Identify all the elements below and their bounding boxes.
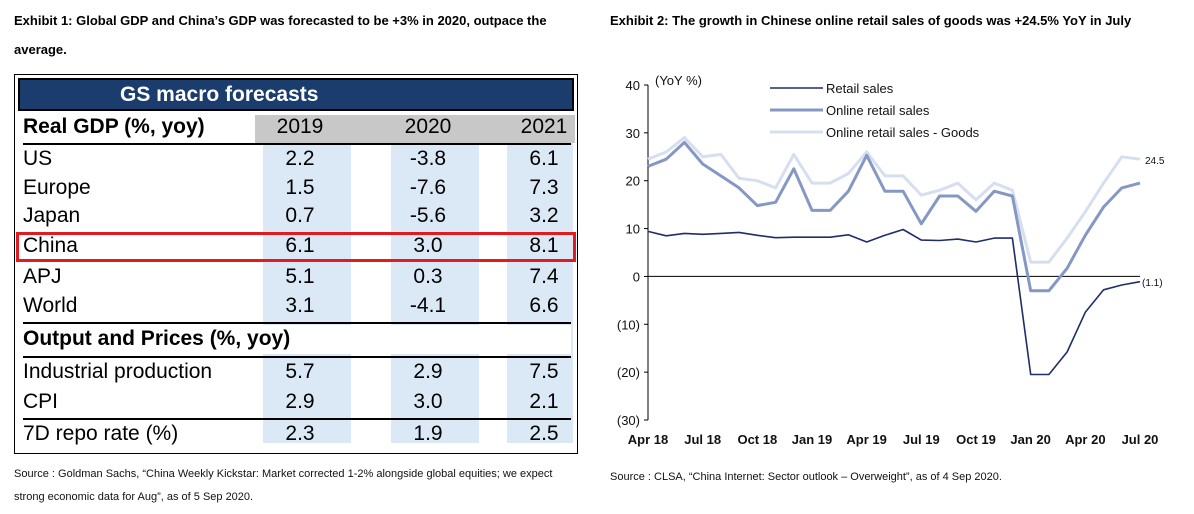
table-row: CPI 2.9 3.0 2.1 — [23, 388, 571, 417]
section-header-row: Output and Prices (%, yoy) — [23, 325, 571, 354]
cell-value: 1.5 — [285, 176, 315, 199]
cell-value: 5.7 — [285, 360, 315, 383]
section-header-output-prices: Output and Prices (%, yoy) — [23, 327, 291, 350]
row-label: Japan — [23, 204, 81, 227]
cell-value: -7.6 — [409, 176, 447, 199]
legend-label: Online retail sales - Goods — [826, 125, 980, 140]
exhibit-2-source: Source : CLSA, “China Internet: Sector o… — [610, 471, 1002, 483]
divider — [23, 322, 571, 324]
exhibit-1-title: Exhibit 1: Global GDP and China’s GDP wa… — [14, 13, 547, 57]
table-row: APJ 5.1 0.3 7.4 — [23, 263, 571, 292]
legend-label: Online retail sales — [826, 103, 930, 118]
exhibit-1-source: Source : Goldman Sachs, “China Weekly Ki… — [14, 468, 553, 503]
cell-value: 7.3 — [529, 176, 559, 199]
table-row: Europe 1.5 -7.6 7.3 — [23, 174, 571, 203]
table-row: Industrial production 5.7 2.9 7.5 — [23, 358, 571, 387]
cell-value: 7.4 — [529, 265, 559, 288]
cell-value: 6.1 — [285, 234, 315, 257]
table-row-china: China 6.1 3.0 8.1 — [23, 232, 571, 261]
cell-value: -3.8 — [409, 147, 447, 170]
cell-value: 2.9 — [285, 390, 315, 413]
cell-value: -5.6 — [409, 204, 447, 227]
cell-value: 2.2 — [285, 147, 315, 170]
cell-value: 8.1 — [529, 234, 559, 257]
chart-series — [647, 136, 1141, 376]
x-tick-label: Jul 20 — [1122, 432, 1159, 447]
cell-value: 3.2 — [529, 204, 559, 227]
x-tick-label: Jul 19 — [903, 432, 940, 447]
cell-value: 2.5 — [529, 422, 559, 445]
row-label: Industrial production — [23, 360, 213, 383]
china-highlight-box — [16, 232, 576, 262]
series-line — [647, 136, 1141, 264]
table-row: Japan 0.7 -5.6 3.2 — [23, 202, 571, 231]
row-label: World — [23, 294, 78, 317]
y-tick-label: (10) — [617, 317, 640, 332]
x-tick-label: Oct 18 — [737, 432, 777, 447]
cell-value: 2.1 — [529, 390, 559, 413]
cell-value: 6.6 — [529, 294, 559, 317]
row-label: US — [23, 147, 53, 170]
table-row: US 2.2 -3.8 6.1 — [23, 145, 571, 174]
chart-legend: Retail sales Online retail sales Online re… — [770, 81, 980, 140]
y-tick-label: (30) — [617, 413, 640, 428]
end-label-goods: 24.5 — [1145, 156, 1165, 167]
x-tick-label: Oct 19 — [956, 432, 996, 447]
legend-label: Retail sales — [826, 81, 894, 96]
row-label: Europe — [23, 176, 91, 199]
end-label-retail: (1.1) — [1142, 278, 1163, 289]
table-header-row: Real GDP (%, yoy) 2019 2020 2021 — [23, 113, 571, 142]
row-label: CPI — [23, 390, 59, 413]
divider — [23, 418, 571, 420]
table-row: World 3.1 -4.1 6.6 — [23, 292, 571, 321]
column-bg-2020 — [391, 143, 479, 443]
exhibit-2-title: Exhibit 2: The growth in Chinese online … — [610, 13, 1132, 28]
gs-macro-forecasts-table: GS macro forecasts Real GDP (%, yoy) 201… — [14, 74, 578, 454]
cell-value: 2.9 — [413, 360, 443, 383]
divider — [23, 143, 571, 145]
cell-value: 5.1 — [285, 265, 315, 288]
table-banner: GS macro forecasts — [18, 78, 574, 111]
column-bg-2019 — [263, 143, 351, 443]
x-tick-label: Jan 20 — [1010, 432, 1050, 447]
y-tick-label: 40 — [626, 78, 640, 93]
table-row: 7D repo rate (%) 2.3 1.9 2.5 — [23, 420, 571, 449]
cell-value: 0.3 — [413, 265, 443, 288]
y-tick-label: 30 — [626, 126, 640, 141]
cell-value: 3.0 — [413, 234, 443, 257]
year-header: 2020 — [404, 115, 452, 138]
chart-axes: 40 30 20 10 0 (10) (20) (30) Apr 18 Jul 18 Oct 18 J… — [617, 78, 1159, 447]
cell-value: 7.5 — [529, 360, 559, 383]
cell-value: 6.1 — [529, 147, 559, 170]
cell-value: 3.0 — [413, 390, 443, 413]
series-line — [647, 140, 1141, 293]
row-label: 7D repo rate (%) — [23, 422, 179, 445]
divider — [23, 356, 571, 358]
section-header-real-gdp: Real GDP (%, yoy) — [23, 115, 205, 138]
cell-value: 1.9 — [413, 422, 443, 445]
y-tick-label: (20) — [617, 365, 640, 380]
table-banner-title: GS macro forecasts — [120, 83, 319, 106]
x-tick-label: Apr 20 — [1065, 432, 1105, 447]
cell-value: 0.7 — [285, 204, 315, 227]
cell-value: -4.1 — [409, 294, 447, 317]
y-tick-label: 0 — [633, 269, 640, 284]
year-header: 2019 — [276, 115, 324, 138]
row-label: APJ — [23, 265, 62, 288]
y-tick-label: 10 — [626, 222, 640, 237]
row-label: China — [23, 234, 78, 257]
x-tick-label: Apr 19 — [846, 432, 886, 447]
online-retail-sales-chart: 40 30 20 10 0 (10) (20) (30) Apr 18 Jul 18 Oct 18 J… — [617, 73, 1165, 447]
x-tick-label: Apr 18 — [628, 432, 668, 447]
cell-value: 2.3 — [285, 422, 315, 445]
year-header: 2021 — [520, 115, 568, 138]
x-tick-label: Jan 19 — [792, 432, 832, 447]
x-tick-label: Jul 18 — [684, 432, 721, 447]
years-header-bg — [255, 115, 575, 143]
cell-value: 3.1 — [285, 294, 315, 317]
y-axis-label: (YoY %) — [655, 73, 702, 88]
y-tick-label: 20 — [626, 174, 640, 189]
series-line — [647, 228, 1141, 376]
column-bg-2021 — [507, 143, 573, 443]
